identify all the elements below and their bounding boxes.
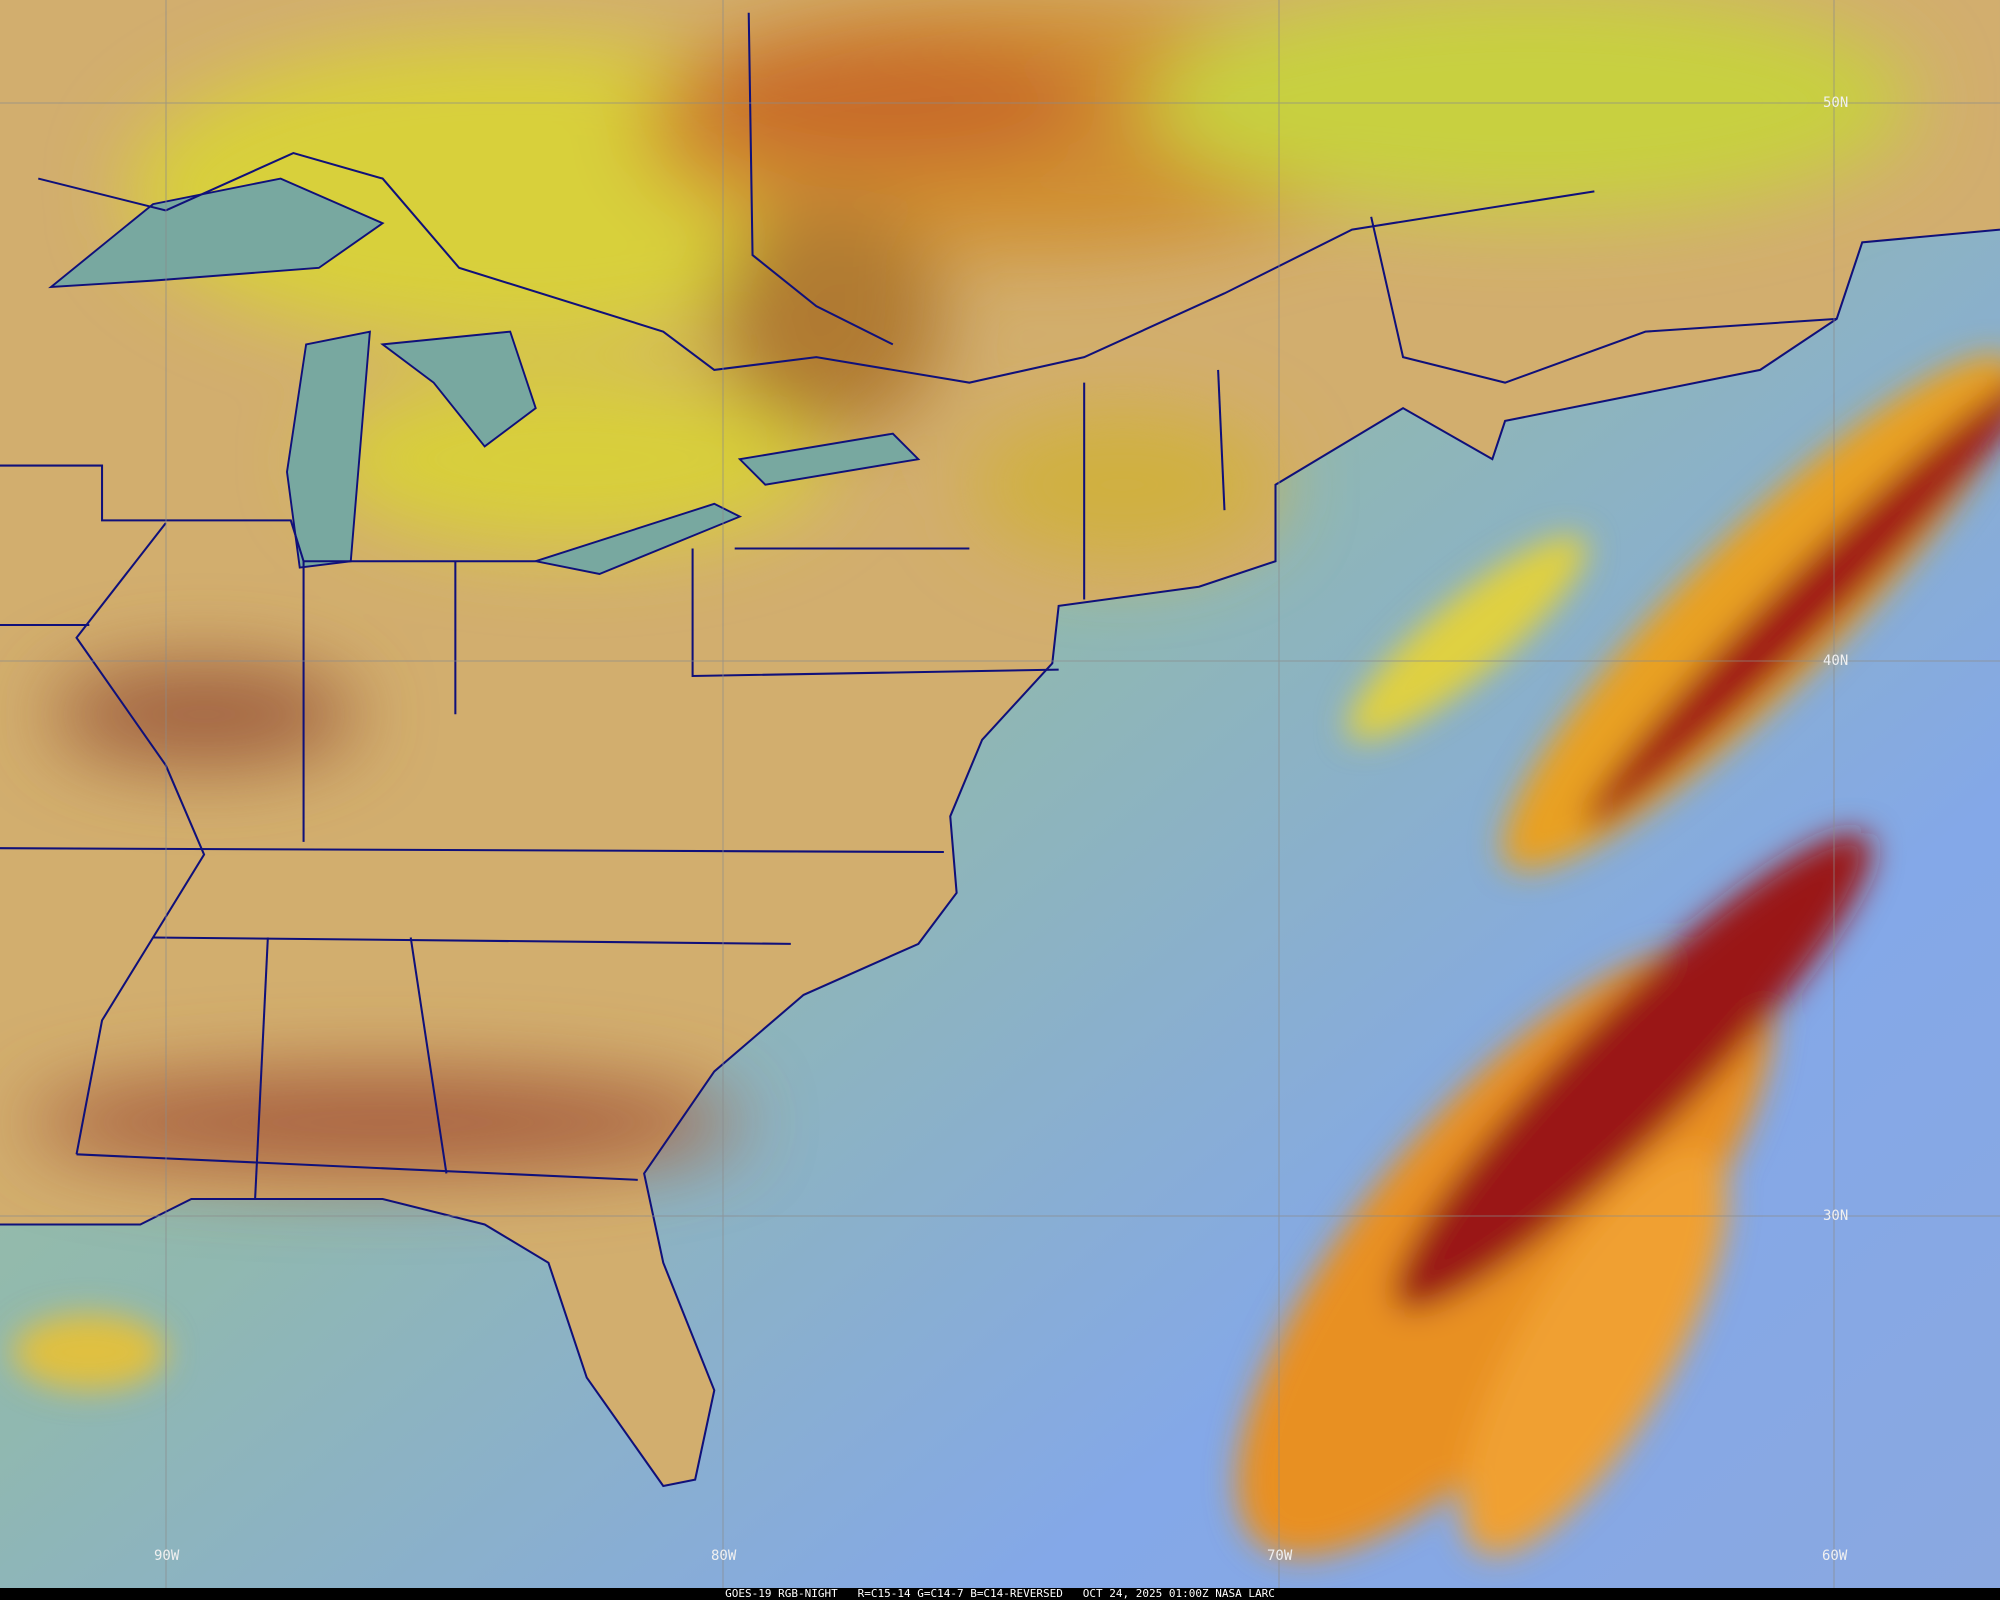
lon-label-60w: 60W bbox=[1822, 1548, 1848, 1564]
lat-label-50n: 50N bbox=[1823, 95, 1848, 111]
lon-label-70w: 70W bbox=[1267, 1548, 1293, 1564]
high-cloud-band bbox=[12, 353, 2000, 1557]
lon-label-80w: 80W bbox=[711, 1548, 737, 1564]
image-caption: GOES-19 RGB-NIGHT R=C15-14 G=C14-7 B=C14… bbox=[0, 1588, 2000, 1600]
lon-label-90w: 90W bbox=[154, 1548, 180, 1564]
state-boundaries bbox=[0, 12, 2000, 1488]
great-lakes bbox=[48, 177, 921, 575]
lat-label-40n: 40N bbox=[1823, 653, 1848, 669]
lat-label-30n: 30N bbox=[1823, 1208, 1848, 1224]
